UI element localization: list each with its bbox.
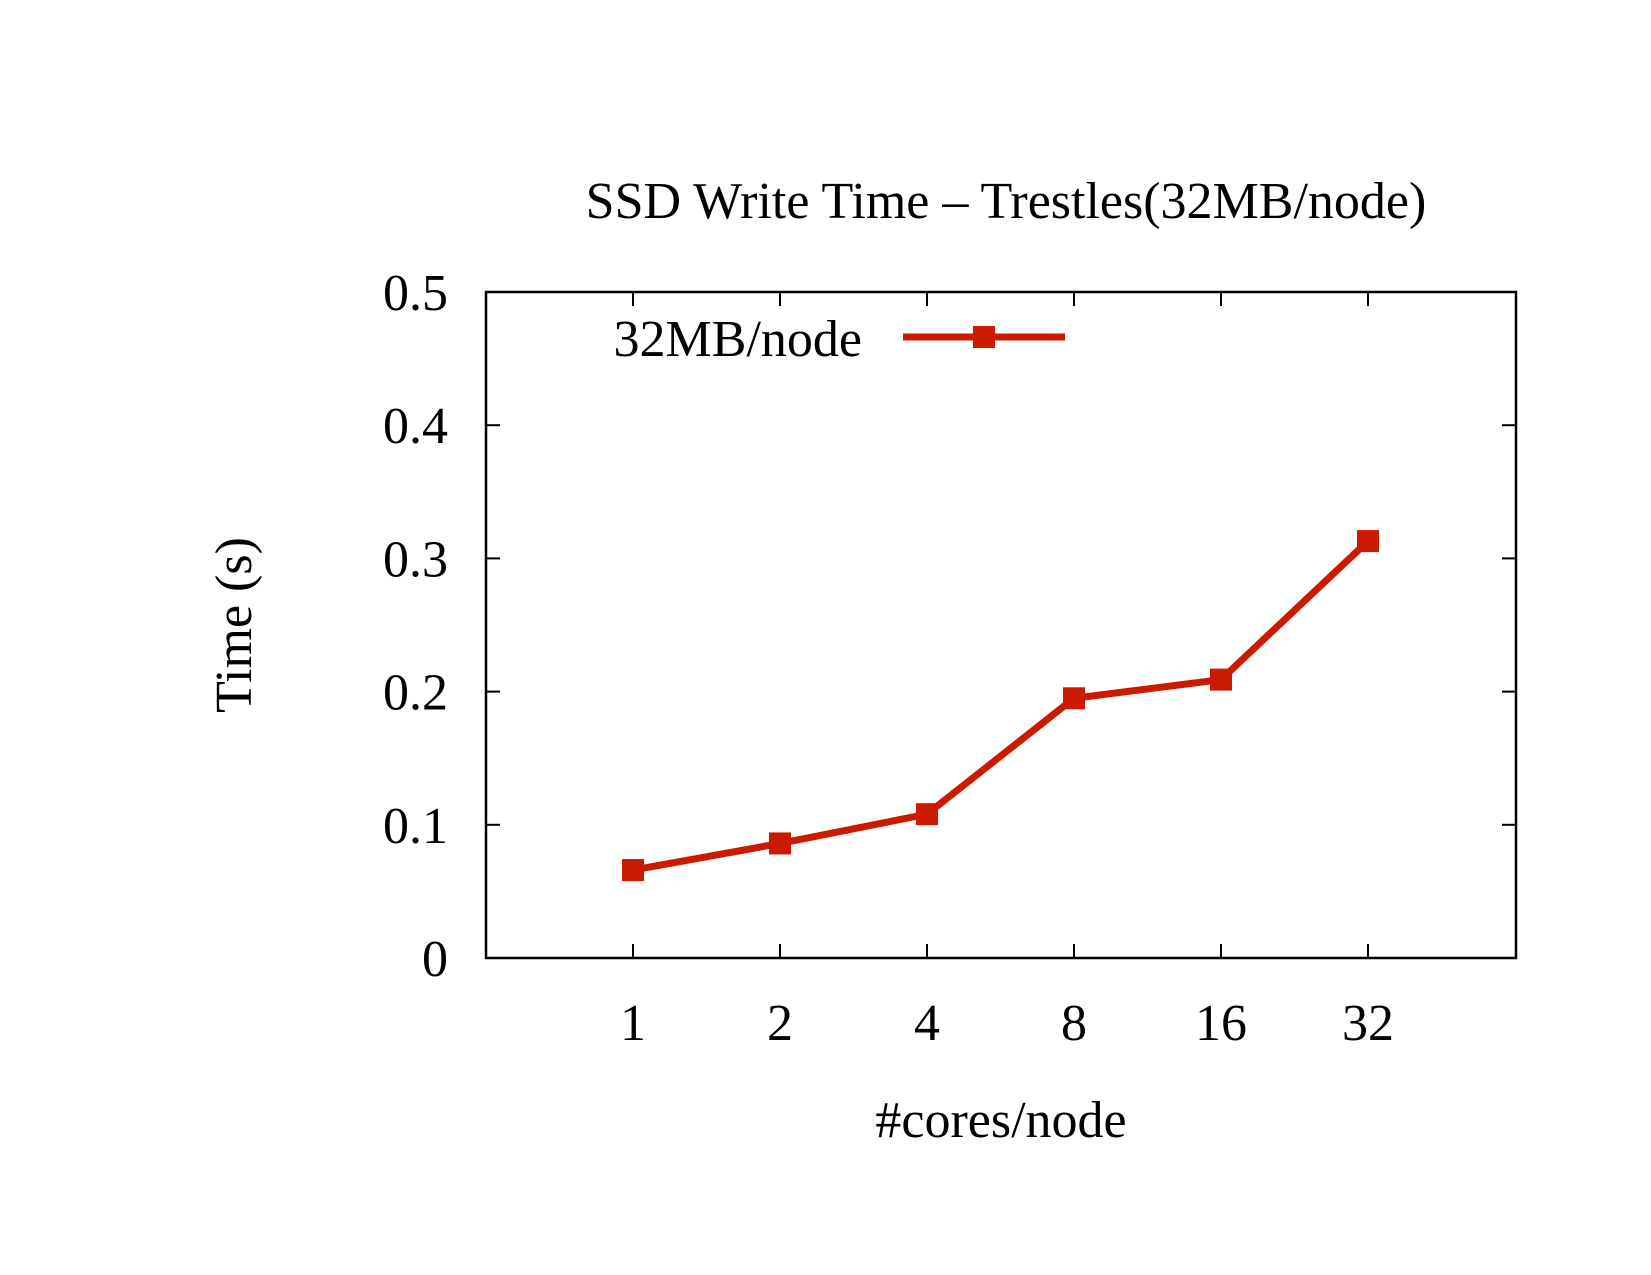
legend-marker-swatch (973, 326, 995, 348)
data-point-marker (1357, 530, 1379, 553)
legend: 32MB/node (614, 311, 1065, 368)
y-tick-label: 0.5 (383, 265, 448, 322)
y-tick-label: 0.4 (383, 398, 448, 455)
y-tick-label: 0.3 (383, 531, 448, 588)
data-point-marker (622, 859, 644, 882)
x-axis-ticks: 1 2 4 8 16 32 (620, 292, 1394, 1052)
series-layer (622, 530, 1379, 882)
x-axis-label: #cores/node (875, 1092, 1126, 1149)
data-point-marker (916, 803, 938, 826)
y-tick-label: 0.1 (383, 798, 448, 855)
x-tick-label: 8 (1061, 995, 1087, 1052)
data-point-marker (1210, 668, 1232, 691)
x-tick-label: 4 (914, 995, 940, 1052)
y-axis-label: Time (s) (206, 537, 263, 713)
y-tick-label: 0.2 (383, 665, 448, 722)
series-line (632, 538, 1371, 874)
x-tick-label: 16 (1195, 995, 1247, 1052)
y-axis-ticks: 0 0.1 0.2 0.3 0.4 0.5 (383, 265, 1516, 988)
legend-label: 32MB/node (614, 311, 862, 368)
plot-area: 0 0.1 0.2 0.3 0.4 0.5 1 2 4 8 16 32 (383, 265, 1518, 1052)
x-tick-label: 1 (620, 995, 646, 1052)
x-tick-label: 32 (1342, 995, 1394, 1052)
y-tick-label: 0 (422, 931, 448, 988)
x-tick-label: 2 (767, 995, 793, 1052)
chart-title: SSD Write Time – Trestles(32MB/node) (586, 173, 1427, 230)
data-point-marker (1063, 687, 1085, 710)
plot-frame (484, 290, 1518, 960)
data-point-marker (769, 832, 791, 855)
